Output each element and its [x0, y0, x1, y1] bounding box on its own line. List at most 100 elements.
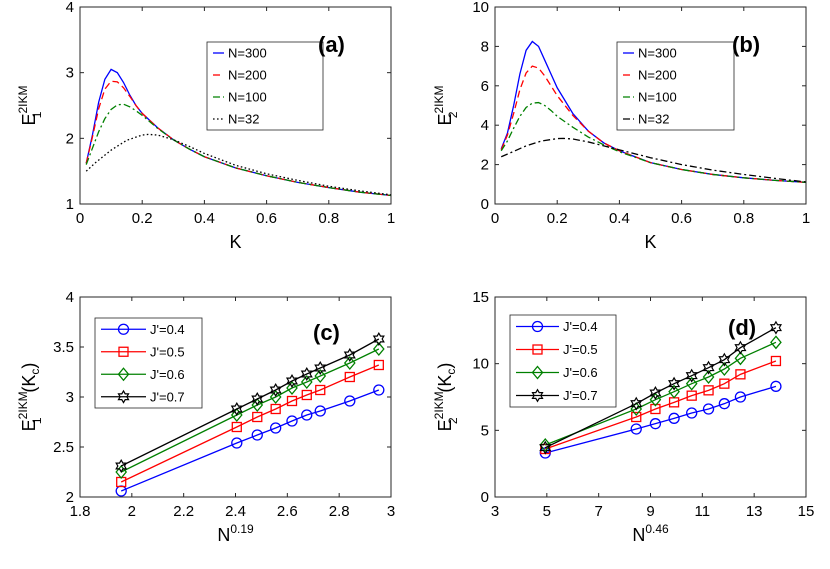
x-tick-label: 0.8 — [733, 210, 754, 227]
data-point — [300, 367, 313, 381]
data-point — [286, 380, 298, 396]
y-tick-label: 0 — [481, 196, 489, 213]
x-tick-label: 9 — [646, 503, 654, 520]
data-point — [269, 389, 282, 405]
x-tick-label: 11 — [695, 503, 711, 520]
x-tick-label: 2.2 — [173, 503, 194, 520]
data-point — [770, 355, 782, 367]
y-tick-label: 2 — [66, 489, 74, 506]
series-line-n-200 — [85, 80, 391, 197]
legend-entry: N=300 — [638, 46, 677, 61]
y-tick-label: 2 — [66, 130, 74, 147]
legend-entry: J'=0.6 — [150, 367, 185, 382]
axes-frame — [79, 6, 392, 205]
data-point — [231, 437, 243, 449]
panel-a: 0 0.2 0.4 0.6 0.8 1 1 2 3 4 K E2IKM1 N=300 N=200 N=100… — [16, 0, 395, 252]
series-line-j--0-4 — [120, 389, 380, 492]
data-point — [631, 411, 642, 423]
x-tick-label: 2.6 — [277, 503, 298, 520]
legend-marker — [531, 365, 544, 380]
data-point — [718, 361, 731, 377]
data-point — [735, 369, 746, 380]
data-point — [286, 415, 298, 427]
x-tick-label: 3 — [387, 503, 395, 520]
legend — [616, 41, 735, 131]
data-point — [251, 429, 263, 441]
legend-marker — [531, 320, 544, 333]
y-tick-label: 4 — [66, 0, 74, 16]
y-tick-label: 4 — [481, 117, 489, 134]
series-line-j--0-5 — [120, 364, 380, 483]
legend-entry: N=32 — [228, 112, 259, 127]
y-axis-label: E2IKM2(Kc) — [432, 363, 460, 432]
panel-label: (a) — [318, 32, 345, 57]
series-line-j--0-6 — [120, 348, 380, 473]
data-point — [668, 384, 680, 399]
data-point — [649, 386, 662, 400]
x-tick-label: 2.8 — [329, 503, 350, 520]
data-point — [718, 352, 731, 367]
series-line-j--0-4 — [545, 385, 777, 454]
x-axis-label: K — [229, 232, 241, 252]
data-point — [343, 348, 356, 362]
data-point — [372, 332, 385, 346]
data-point — [231, 421, 242, 433]
data-point — [314, 405, 326, 417]
data-point — [286, 395, 298, 407]
x-axis-label: N0.19 — [217, 522, 254, 545]
data-point — [251, 397, 264, 413]
legend-entry: N=100 — [228, 90, 267, 105]
legend-entry: N=32 — [638, 112, 669, 127]
panel-label: (b) — [732, 32, 760, 57]
series-line-n-100 — [85, 103, 391, 197]
data-point — [115, 459, 128, 473]
x-tick-label: 3 — [491, 503, 499, 520]
legend-entry: N=300 — [228, 46, 267, 61]
legend-entry: J'=0.7 — [563, 388, 598, 403]
data-point — [372, 341, 385, 357]
data-point — [702, 403, 715, 415]
x-tick-label: 1.8 — [70, 503, 91, 520]
data-point — [315, 384, 326, 396]
legend-entry: J'=0.4 — [563, 319, 598, 334]
y-tick-label: 3 — [66, 65, 74, 82]
data-point — [270, 422, 282, 434]
panel-d: 3 5 7 9 11 13 15 0 5 10 15 N0.46 E2IKM2(Kc) J'=0.4 J'=… — [432, 289, 814, 545]
data-point — [734, 391, 747, 403]
legend-marker — [117, 367, 130, 382]
x-tick-label: 5 — [543, 503, 551, 520]
legend — [206, 41, 324, 131]
data-point — [702, 360, 715, 375]
data-point — [685, 368, 698, 383]
y-tick-label: 10 — [472, 356, 489, 373]
x-tick-label: 7 — [594, 503, 602, 520]
series-line-j--0-7 — [120, 338, 380, 467]
data-point — [301, 409, 313, 421]
x-tick-label: 0.2 — [547, 210, 568, 227]
legend — [509, 314, 617, 408]
y-tick-label: 8 — [481, 38, 489, 55]
x-axis-label: N0.46 — [632, 522, 669, 545]
legend-entry: N=200 — [228, 68, 267, 83]
data-point — [270, 403, 281, 415]
legend-entry: N=200 — [638, 68, 677, 83]
data-point — [539, 440, 552, 455]
legend-entry: J'=0.5 — [563, 342, 598, 357]
legend-entry: J'=0.7 — [150, 389, 185, 404]
data-point — [686, 390, 697, 401]
legend-entry: J'=0.4 — [150, 322, 185, 337]
y-tick-label: 2 — [481, 157, 489, 174]
legend-entry: N=100 — [638, 90, 677, 105]
data-point — [770, 380, 782, 392]
data-point — [703, 385, 714, 396]
data-point — [702, 369, 715, 385]
y-axis-label: E2IKM1(Kc) — [16, 363, 44, 432]
panel-c: 1.8 2 2.2 2.4 2.6 2.8 322.533.54N0.19E2IKM1(Kc… — [16, 289, 395, 545]
x-tick-label: 0.8 — [318, 210, 339, 227]
data-point — [269, 383, 282, 397]
y-tick-label: 10 — [472, 0, 489, 16]
data-point — [539, 437, 552, 453]
data-point — [649, 392, 662, 407]
data-point — [718, 398, 731, 410]
